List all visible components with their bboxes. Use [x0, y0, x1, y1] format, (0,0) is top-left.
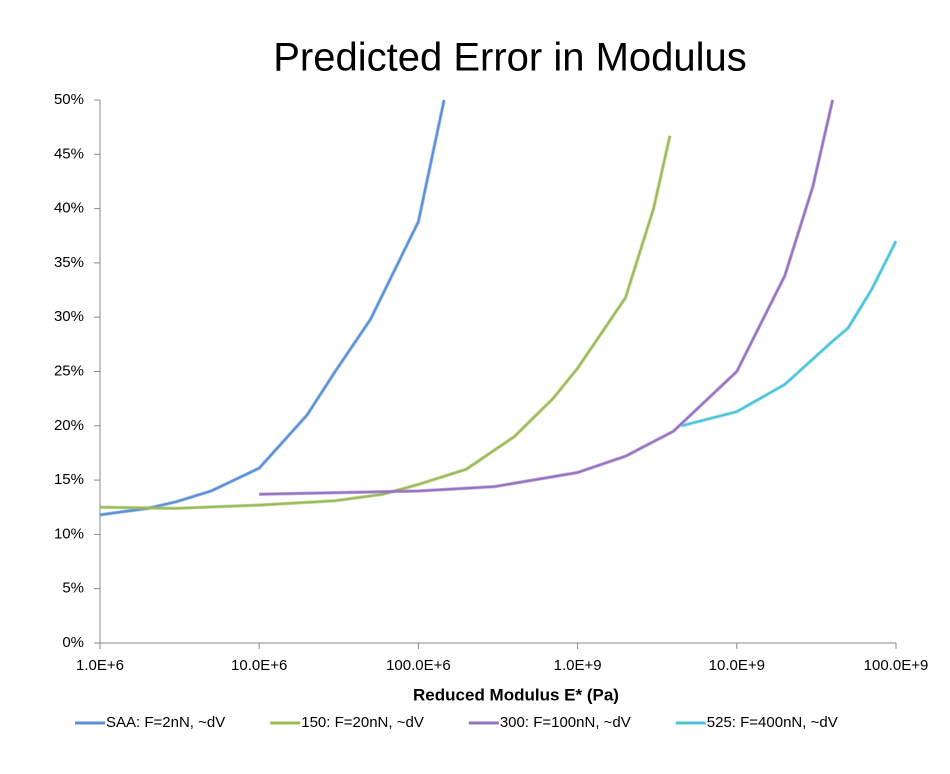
y-tick-label: 30%: [54, 308, 84, 325]
x-tick-label: 10.0E+6: [231, 657, 287, 674]
x-tick-label: 10.0E+9: [709, 657, 765, 674]
chart-title: Predicted Error in Modulus: [273, 36, 747, 80]
y-tick-label: 40%: [54, 200, 84, 217]
series-line: [99, 99, 446, 516]
y-tick-label: 45%: [54, 145, 84, 162]
legend-label: SAA: F=2nN, ~dV: [106, 714, 225, 731]
y-tick-label: 25%: [54, 362, 84, 379]
y-tick-label: 50%: [54, 91, 84, 108]
legend-label: 150: F=20nN, ~dV: [301, 714, 424, 731]
x-tick-label: 1.0E+9: [554, 657, 602, 674]
x-tick-label: 100.0E+6: [386, 657, 451, 674]
y-tick-label: 35%: [54, 254, 84, 271]
y-tick-label: 5%: [62, 580, 84, 597]
x-tick-label: 1.0E+6: [76, 657, 124, 674]
y-tick-label: 15%: [54, 471, 84, 488]
x-tick-label: 100.0E+9: [864, 657, 929, 674]
x-axis-label: Reduced Modulus E* (Pa): [413, 685, 619, 704]
series-line: [681, 240, 897, 427]
y-tick-label: 20%: [54, 417, 84, 434]
legend-label: 300: F=100nN, ~dV: [500, 714, 631, 731]
y-tick-label: 0%: [62, 634, 84, 651]
y-tick-label: 10%: [54, 525, 84, 542]
series-line: [259, 99, 834, 496]
legend-label: 525: F=400nN, ~dV: [707, 714, 838, 731]
series-line: [99, 135, 671, 510]
